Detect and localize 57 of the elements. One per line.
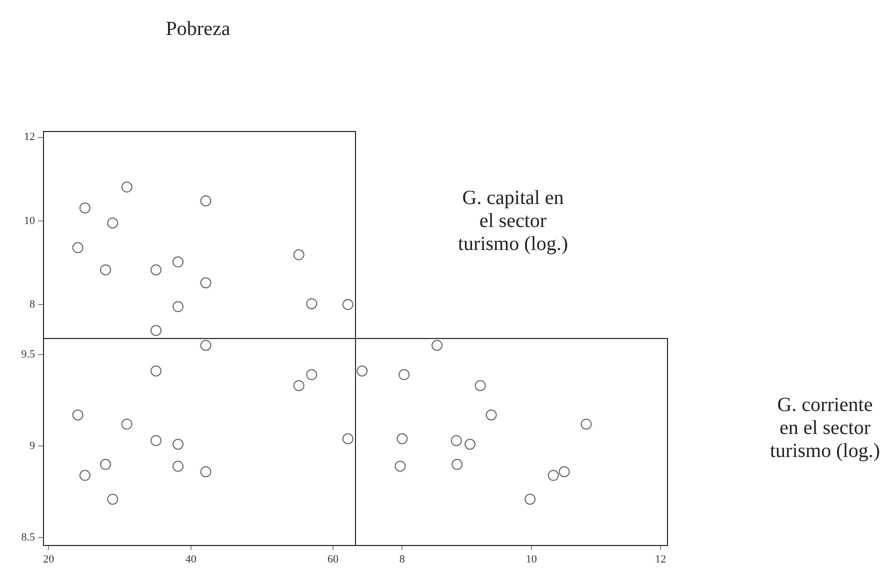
point [450, 435, 462, 446]
point [150, 365, 162, 376]
y-tick-label: 10 [24, 214, 36, 227]
point [200, 340, 212, 351]
point [464, 438, 476, 450]
point [150, 435, 162, 446]
x-tick-label: 60 [327, 553, 339, 566]
point [293, 249, 304, 260]
point [72, 242, 84, 254]
point [150, 264, 162, 276]
point [200, 277, 212, 288]
point [293, 380, 304, 392]
y-axis-title: G. capital en el sector turismo (log.) [457, 186, 569, 256]
point [107, 218, 118, 228]
point [580, 418, 592, 430]
point [306, 369, 318, 380]
point [356, 365, 368, 376]
point [79, 202, 90, 214]
y-tick-label: 9 [30, 440, 36, 452]
point [150, 324, 162, 336]
point [342, 433, 354, 444]
point [394, 460, 406, 472]
point [452, 458, 463, 470]
x-tick-label: 8 [399, 553, 406, 566]
y-tick-label: 8.5 [21, 532, 36, 544]
y-tick-label: 9.5 [21, 348, 36, 360]
point [200, 195, 212, 206]
point [107, 494, 118, 505]
point [396, 433, 408, 444]
y-tick-label: 12 [24, 131, 35, 144]
point [486, 409, 497, 420]
x-tick-label: 40 [185, 553, 197, 566]
point [524, 494, 536, 505]
point [558, 466, 570, 478]
point [121, 418, 132, 430]
point [398, 369, 410, 380]
point [100, 264, 112, 276]
x-tick-label: 20 [43, 553, 55, 566]
point [172, 438, 184, 450]
point [432, 340, 443, 351]
y-tick-label: 8 [30, 298, 36, 310]
point [306, 298, 318, 310]
point [172, 256, 184, 268]
point [72, 409, 84, 420]
point [100, 458, 112, 470]
point [342, 299, 354, 310]
y-axis-title: G. corriente en el sector turismo (log.) [769, 394, 881, 462]
x-axis-title: Pobreza [164, 18, 232, 41]
point [200, 466, 212, 478]
x-tick-label: 10 [526, 553, 538, 566]
point [172, 301, 184, 312]
point [172, 460, 184, 472]
point [121, 182, 132, 193]
point [548, 470, 559, 481]
x-tick-label: 12 [655, 553, 666, 566]
point [474, 380, 486, 392]
point [79, 470, 90, 481]
